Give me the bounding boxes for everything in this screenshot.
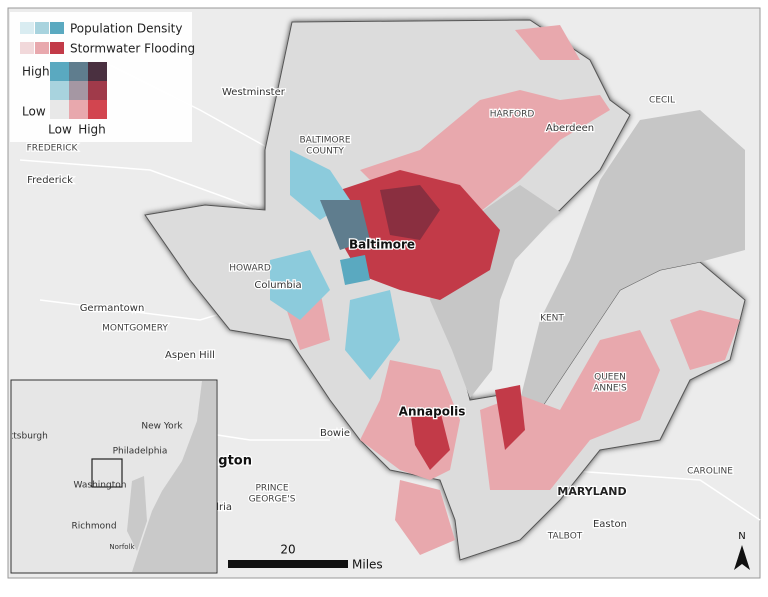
place-label: Easton — [593, 519, 627, 530]
legend-axis-label: Low — [48, 123, 72, 137]
density-zone — [345, 290, 400, 380]
place-label: CAROLINE — [687, 467, 733, 477]
place-label: HOWARD — [229, 264, 271, 274]
place-label: Westminster — [222, 87, 286, 98]
legend-axis-label: High — [22, 65, 50, 79]
place-label: Bowie — [320, 428, 350, 439]
flood-zone — [380, 185, 440, 240]
place-label: Aspen Hill — [165, 350, 215, 361]
bivariate-cell — [69, 100, 88, 119]
bivariate-cell — [50, 100, 69, 119]
place-label: Baltimore — [349, 238, 415, 252]
inset-place-label: Philadelphia — [113, 447, 168, 457]
legend-swatch — [35, 42, 49, 54]
inset-place-label: Norfolk — [109, 543, 135, 551]
flood-zone — [480, 330, 660, 490]
place-label: Frederick — [27, 175, 73, 186]
flood-zone — [410, 410, 450, 470]
place-label: PRINCE — [255, 484, 288, 494]
place-label: MARYLAND — [557, 485, 626, 498]
inset-ocean — [132, 381, 216, 572]
place-label: CECIL — [649, 96, 675, 106]
eastern-water — [520, 110, 745, 410]
flood-zone — [395, 480, 455, 555]
density-zone — [320, 200, 370, 250]
legend-swatch — [50, 22, 64, 34]
legend: Population Density Stormwater Flooding H… — [10, 12, 195, 142]
inset-extent — [91, 458, 123, 488]
bivariate-cell — [69, 62, 88, 81]
bivariate-cell — [69, 81, 88, 100]
inset-place-label: Pittsburgh — [2, 432, 48, 442]
density-zone — [270, 250, 330, 320]
legend-swatch — [20, 42, 34, 54]
scale-bar — [228, 560, 348, 568]
flood-zone — [515, 25, 580, 60]
legend-swatch — [50, 42, 64, 54]
flooding-areas — [280, 25, 740, 555]
inset-place-label: Richmond — [71, 522, 116, 532]
place-label: GEORGE'S — [249, 495, 296, 505]
bivariate-cell — [50, 81, 69, 100]
place-label: COUNTY — [306, 147, 344, 157]
scale-unit: Miles — [352, 558, 383, 572]
legend-axis-label: Low — [22, 105, 46, 119]
legend-label: Population Density — [70, 22, 182, 36]
legend-label: Stormwater Flooding — [70, 42, 195, 56]
inset-place-label: Washington — [74, 481, 127, 491]
place-label: BALTIMORE — [299, 136, 350, 146]
place-label: Columbia — [254, 280, 301, 291]
inset-bay — [127, 476, 147, 551]
north-label: N — [738, 531, 745, 542]
place-label: Annapolis — [399, 405, 466, 419]
density-zone — [340, 255, 370, 285]
place-label: ANNE'S — [593, 384, 627, 394]
place-label: MONTGOMERY — [102, 324, 168, 334]
place-label: TALBOT — [547, 532, 583, 542]
population-areas — [270, 150, 400, 380]
place-label: QUEEN — [594, 373, 626, 383]
inset-map: Pittsburgh New York Philadelphia Washington… — [2, 381, 216, 572]
scale-value: 20 — [280, 543, 295, 557]
legend-axis-label: High — [78, 123, 106, 137]
place-label: HARFORD — [490, 110, 535, 120]
place-label: Germantown — [80, 303, 145, 314]
flood-zone — [495, 385, 525, 450]
bivariate-cell — [88, 62, 107, 81]
bivariate-grid — [50, 62, 107, 119]
legend-swatch — [20, 22, 34, 34]
place-labels: Westminster FREDERICK Frederick BALTIMORECO… — [25, 86, 734, 543]
north-arrow — [734, 545, 750, 570]
bivariate-cell — [50, 62, 69, 81]
place-label: Aberdeen — [546, 123, 594, 134]
place-label: KENT — [540, 314, 564, 324]
inset-place-label: New York — [141, 422, 183, 432]
bivariate-cell — [88, 100, 107, 119]
flood-zone — [670, 310, 740, 370]
bivariate-cell — [88, 81, 107, 100]
legend-swatch — [35, 22, 49, 34]
place-label: FREDERICK — [27, 144, 79, 154]
